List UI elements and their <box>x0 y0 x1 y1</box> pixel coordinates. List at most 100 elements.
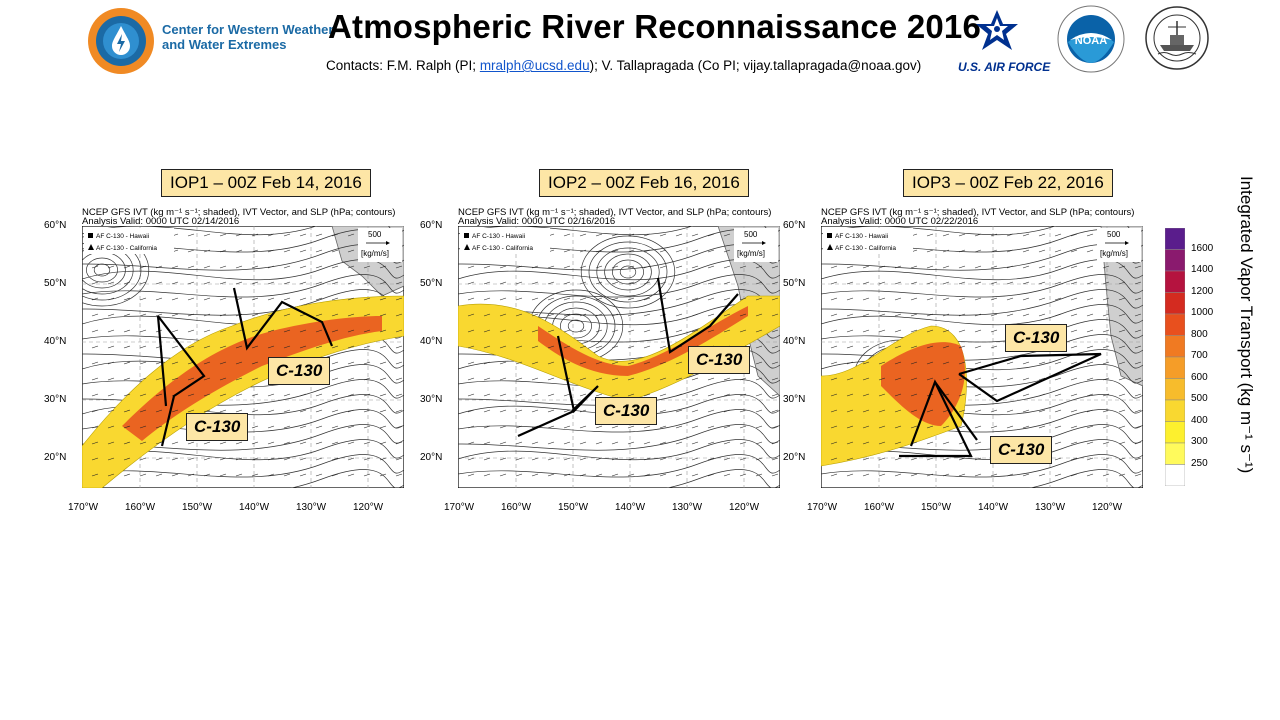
lon-tick: 170°W <box>807 502 838 513</box>
ivt-core <box>881 342 965 426</box>
lon-tick: 120°W <box>729 502 760 513</box>
page-title: Atmospheric River Reconnaissance 2016 <box>328 8 982 45</box>
lat-tick: 20°N <box>783 452 806 463</box>
legend-california: AF C-130 - California <box>835 245 896 252</box>
triangle-marker-icon <box>827 244 833 250</box>
c130-label: C-130 <box>990 436 1053 464</box>
air-force-logo <box>976 10 1018 50</box>
colorbar-level: 250 <box>1191 457 1208 469</box>
colorbar-level: 1400 <box>1191 264 1214 275</box>
air-force-label: U.S. AIR FORCE <box>958 60 1051 74</box>
c130-label: C-130 <box>595 397 658 425</box>
colorbar-swatch <box>1164 249 1186 272</box>
lon-tick: 130°W <box>672 502 703 513</box>
square-marker-icon <box>464 233 469 238</box>
colorbar-swatch <box>1164 399 1186 422</box>
analysis-valid: Analysis Valid: 0000 UTC 02/16/2016 <box>458 216 616 227</box>
lon-tick: 130°W <box>296 502 327 513</box>
lon-tick: 140°W <box>615 502 646 513</box>
square-marker-icon <box>88 233 93 238</box>
ref-vector-value: 500 <box>368 230 382 239</box>
iop-label: IOP1 – 00Z Feb 14, 2016 <box>161 169 371 197</box>
flight-track <box>517 409 575 438</box>
analysis-valid: Analysis Valid: 0000 UTC 02/22/2016 <box>821 216 979 227</box>
flight-track <box>958 352 1102 403</box>
flight-track <box>899 379 973 458</box>
colorbar-swatches <box>1164 227 1186 487</box>
contacts-suffix: ); V. Tallapragada (Co PI; vijay.tallapr… <box>589 58 922 73</box>
flight-track <box>656 277 739 354</box>
colorbar-swatch <box>1164 378 1186 401</box>
lat-tick: 30°N <box>44 394 67 405</box>
lon-tick: 140°W <box>978 502 1009 513</box>
c130-label: C-130 <box>268 357 331 385</box>
colorbar-level: 600 <box>1191 371 1208 383</box>
map-title: NCEP GFS IVT (kg m⁻¹ s⁻¹; shaded), IVT V… <box>458 207 772 218</box>
colorbar-level: 1200 <box>1191 285 1214 297</box>
lat-tick: 20°N <box>44 452 67 463</box>
ref-vector-value: 500 <box>1107 230 1121 239</box>
ivt-map: AF C-130 - Hawaii AF C-130 - California 50… <box>821 226 1143 488</box>
lon-tick: 150°W <box>182 502 213 513</box>
colorbar-level: 1000 <box>1191 307 1214 318</box>
pi-email-link[interactable]: mralph@ucsd.edu <box>479 58 590 73</box>
colorbar-level: 300 <box>1191 436 1208 447</box>
reference-vector: 500 [kg/m/s] <box>734 228 778 262</box>
lat-tick: 30°N <box>420 394 443 405</box>
triangle-marker-icon <box>464 244 470 250</box>
c130-label: C-130 <box>186 413 249 441</box>
legend-hawaii: AF C-130 - Hawaii <box>472 233 525 240</box>
legend-california: AF C-130 - California <box>96 245 157 252</box>
reference-vector: 500 [kg/m/s] <box>358 228 402 262</box>
lon-tick: 160°W <box>125 502 156 513</box>
coastline <box>1100 226 1143 387</box>
lat-tick: 40°N <box>783 336 806 347</box>
lon-tick: 170°W <box>444 502 475 513</box>
aircraft-legend: AF C-130 - Hawaii AF C-130 - California <box>460 228 550 254</box>
colorbar-swatch <box>1164 464 1186 487</box>
colorbar-level: 800 <box>1191 328 1208 340</box>
scripps-logo <box>1145 6 1209 70</box>
reference-vector: 500 [kg/m/s] <box>1097 228 1141 262</box>
iop-label: IOP2 – 00Z Feb 16, 2016 <box>539 169 749 197</box>
flight-track <box>556 335 599 414</box>
lat-tick: 60°N <box>783 220 806 231</box>
ref-vector-unit: [kg/m/s] <box>737 249 765 258</box>
colorbar <box>1164 227 1186 487</box>
map-title: NCEP GFS IVT (kg m⁻¹ s⁻¹; shaded), IVT V… <box>82 207 396 218</box>
colorbar-swatch <box>1164 442 1186 465</box>
lat-tick: 60°N <box>44 220 67 231</box>
c130-label: C-130 <box>688 346 751 374</box>
lon-tick: 160°W <box>864 502 895 513</box>
flight-track <box>157 315 206 447</box>
flight-track <box>934 381 978 441</box>
lon-tick: 130°W <box>1035 502 1066 513</box>
colorbar-title: Integrated Vapor Transport (kg m⁻¹ s⁻¹) <box>1237 176 1256 474</box>
colorbar-level: 500 <box>1191 393 1208 404</box>
noaa-label: NOAA <box>1075 35 1107 47</box>
cw3e-logo <box>88 8 154 74</box>
ref-vector-unit: [kg/m/s] <box>361 249 389 258</box>
c130-label: C-130 <box>1005 324 1068 352</box>
legend-hawaii: AF C-130 - Hawaii <box>835 233 888 240</box>
lat-tick: 50°N <box>420 278 443 289</box>
lon-tick: 150°W <box>921 502 952 513</box>
colorbar-swatch <box>1164 227 1186 250</box>
colorbar-swatch <box>1164 356 1186 379</box>
iop-label: IOP3 – 00Z Feb 22, 2016 <box>903 169 1113 197</box>
flight-track <box>232 287 334 351</box>
map-title: NCEP GFS IVT (kg m⁻¹ s⁻¹; shaded), IVT V… <box>821 207 1135 218</box>
lat-tick: 60°N <box>420 220 443 231</box>
lon-tick: 120°W <box>353 502 384 513</box>
analysis-valid: Analysis Valid: 0000 UTC 02/14/2016 <box>82 216 240 227</box>
colorbar-level: 700 <box>1191 350 1208 361</box>
ivt-core <box>538 306 748 376</box>
legend-california: AF C-130 - California <box>472 245 533 252</box>
ivt-map: AF C-130 - Hawaii AF C-130 - California 50… <box>82 226 404 488</box>
lon-tick: 150°W <box>558 502 589 513</box>
lat-tick: 50°N <box>783 278 806 289</box>
colorbar-level: 1600 <box>1191 242 1214 254</box>
legend-hawaii: AF C-130 - Hawaii <box>96 233 149 240</box>
lon-tick: 120°W <box>1092 502 1123 513</box>
contacts-prefix: Contacts: F.M. Ralph (PI; <box>326 58 480 73</box>
